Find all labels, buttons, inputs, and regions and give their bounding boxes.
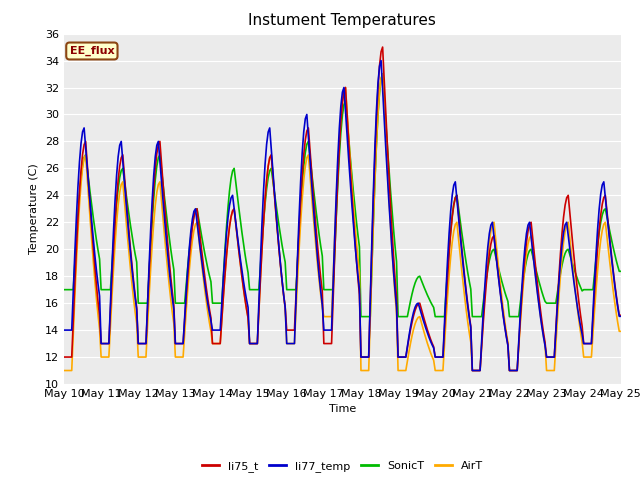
Y-axis label: Temperature (C): Temperature (C) <box>29 163 39 254</box>
Title: Instument Temperatures: Instument Temperatures <box>248 13 436 28</box>
Text: EE_flux: EE_flux <box>70 46 114 56</box>
X-axis label: Time: Time <box>329 405 356 414</box>
Legend: li75_t, li77_temp, SonicT, AirT: li75_t, li77_temp, SonicT, AirT <box>198 457 487 477</box>
